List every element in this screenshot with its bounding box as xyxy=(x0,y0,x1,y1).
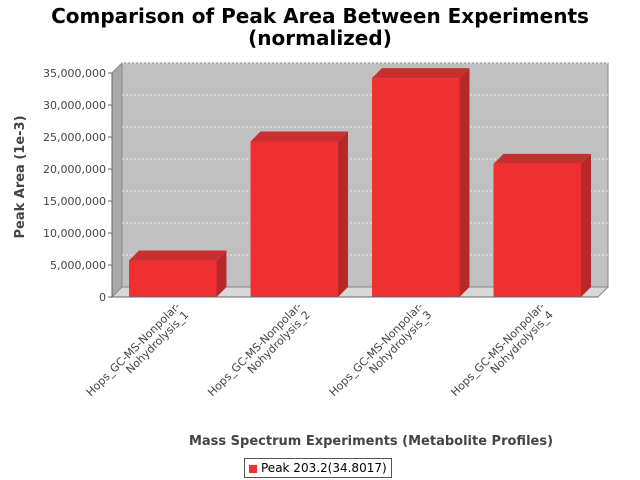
plot-left-wall xyxy=(111,61,123,299)
y-tick-label: 5,000,000 xyxy=(50,259,106,272)
bar xyxy=(372,78,460,298)
bar-side xyxy=(459,68,470,298)
y-tick-label: 30,000,000 xyxy=(43,99,106,112)
y-tick-label: 20,000,000 xyxy=(43,163,106,176)
legend: Peak 203.2(34.8017) xyxy=(244,458,392,478)
x-category-label: Hops_GC-MS-Nonpolar-Nohydrolysis_4 xyxy=(448,300,556,408)
bar xyxy=(493,163,581,297)
x-category-label: Hops_GC-MS-Nonpolar-Nohydrolysis_3 xyxy=(327,300,435,408)
bar-top xyxy=(129,250,227,261)
x-axis-title: Mass Spectrum Experiments (Metabolite Pr… xyxy=(189,434,553,449)
bar-top xyxy=(493,153,591,164)
bar xyxy=(250,141,338,297)
chart-title-line1: Comparison of Peak Area Between Experime… xyxy=(51,4,589,28)
legend-label: Peak 203.2(34.8017) xyxy=(261,461,387,475)
y-tick-label: 25,000,000 xyxy=(43,131,106,144)
y-tick-label: 15,000,000 xyxy=(43,195,106,208)
x-category-label: Hops_GC-MS-Nonpolar-Nohydrolysis_1 xyxy=(84,300,192,408)
bar-top xyxy=(250,131,348,142)
y-tick-label: 0 xyxy=(99,291,106,304)
y-axis-title: Peak Area (1e-3) xyxy=(13,115,28,238)
y-tick-label: 10,000,000 xyxy=(43,227,106,240)
chart-title-line2: (normalized) xyxy=(248,26,392,50)
bar-side xyxy=(216,250,227,297)
bar-side xyxy=(337,131,348,297)
y-tick-label: 35,000,000 xyxy=(43,67,106,80)
bar-side xyxy=(580,153,591,297)
bar-top xyxy=(372,68,470,79)
x-category-label: Hops_GC-MS-Nonpolar-Nohydrolysis_2 xyxy=(205,300,313,408)
bar xyxy=(129,260,217,297)
legend-swatch xyxy=(249,464,257,473)
